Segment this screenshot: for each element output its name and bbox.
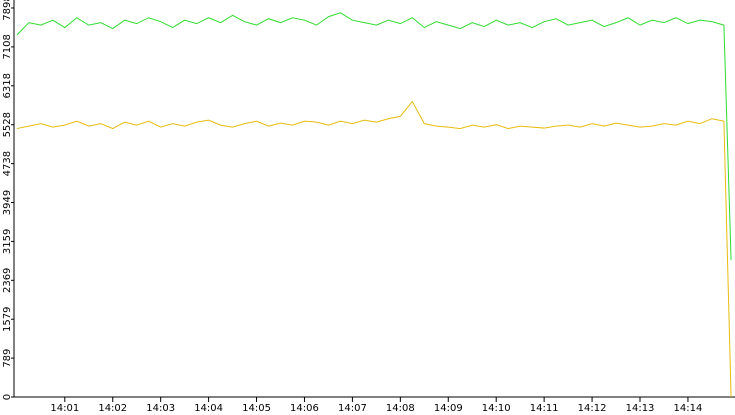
x-tick-label: 14:06 bbox=[290, 403, 319, 414]
x-tick-label: 14:02 bbox=[98, 403, 127, 414]
y-tick-label: 0 bbox=[2, 394, 13, 400]
x-tick-label: 14:03 bbox=[146, 403, 175, 414]
x-tick-label: 14:05 bbox=[242, 403, 271, 414]
x-tick-label: 14:10 bbox=[482, 403, 511, 414]
x-tick-label: 14:13 bbox=[626, 403, 655, 414]
y-tick-label: 6318 bbox=[2, 73, 13, 98]
series-line bbox=[16, 100, 732, 398]
x-tick-label: 14:08 bbox=[386, 403, 415, 414]
y-tick-label: 3159 bbox=[2, 229, 13, 254]
y-tick-label: 5528 bbox=[2, 112, 13, 137]
series-line bbox=[16, 12, 732, 261]
y-tick-label: 789 bbox=[2, 349, 13, 368]
y-tick-label: 7108 bbox=[2, 34, 13, 59]
x-tick-label: 14:14 bbox=[674, 403, 703, 414]
x-tick-label: 14:07 bbox=[338, 403, 367, 414]
y-tick-label: 2369 bbox=[2, 268, 13, 293]
y-tick-label: 4738 bbox=[2, 151, 13, 176]
x-tick-label: 14:01 bbox=[50, 403, 79, 414]
y-tick-label: 1579 bbox=[2, 306, 13, 331]
x-tick-label: 14:11 bbox=[530, 403, 559, 414]
x-tick-label: 14:12 bbox=[578, 403, 607, 414]
y-tick-label: 3949 bbox=[2, 190, 13, 215]
y-tick-label: 7898 bbox=[2, 0, 13, 21]
x-tick-label: 14:09 bbox=[434, 403, 463, 414]
x-tick-label: 14:04 bbox=[194, 403, 223, 414]
